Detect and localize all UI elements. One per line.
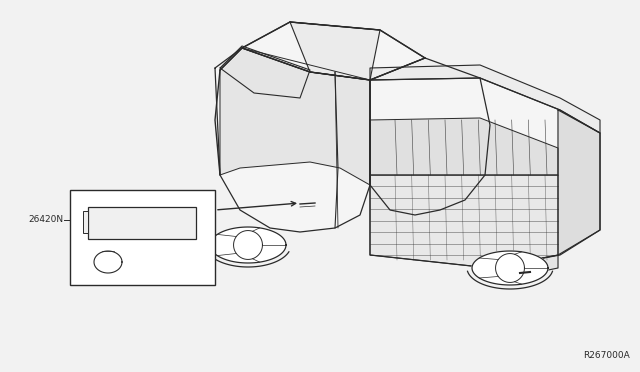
Polygon shape	[220, 80, 370, 175]
Polygon shape	[370, 118, 558, 175]
Polygon shape	[220, 46, 310, 98]
Text: R267000A: R267000A	[583, 350, 630, 359]
Polygon shape	[220, 48, 370, 185]
Bar	[88, 207, 196, 239]
Polygon shape	[290, 22, 380, 80]
Polygon shape	[558, 110, 600, 255]
Polygon shape	[242, 22, 425, 80]
Polygon shape	[94, 251, 122, 273]
Polygon shape	[370, 58, 490, 215]
Polygon shape	[490, 255, 558, 282]
Polygon shape	[215, 48, 370, 232]
Polygon shape	[370, 65, 600, 133]
Text: 26420N: 26420N	[28, 215, 63, 224]
Bar	[70, 190, 215, 285]
Polygon shape	[370, 175, 558, 268]
Polygon shape	[472, 251, 548, 285]
Bar	[83, 211, 88, 233]
Polygon shape	[210, 227, 286, 263]
Polygon shape	[370, 78, 600, 268]
Text: 26590E: 26590E	[73, 273, 108, 282]
